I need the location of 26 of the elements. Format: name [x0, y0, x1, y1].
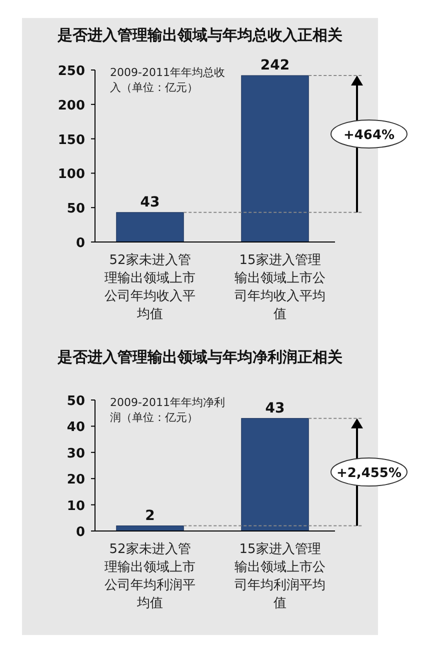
y-tick-label: 50 [66, 394, 85, 409]
x-tick-label: 52家未进入管理输出领域上市公司年均收入平均值 [104, 252, 196, 322]
y-tick-label: 150 [58, 132, 85, 148]
annotation: +2,455% [336, 466, 402, 482]
y-tick-label: 0 [76, 525, 85, 540]
y-tick-label: 40 [66, 420, 85, 436]
annotation: +464% [343, 128, 395, 143]
x-tick-label: 15家进入管理输出领域上市公司年均收入平均值 [234, 252, 326, 322]
data-label: 43 [265, 400, 285, 416]
y-tick-label: 100 [58, 167, 85, 182]
chart-title: 是否进入管理输出领域与年均净利润正相关 [56, 348, 342, 366]
data-label: 43 [140, 194, 160, 210]
y-tick-label: 250 [58, 64, 85, 79]
y-tick-label: 10 [66, 498, 85, 514]
x-tick-label: 52家未进入管理输出领域上市公司年均利润平均值 [104, 541, 196, 611]
data-label: 242 [260, 58, 290, 74]
chart-subtitle: 2009-2011年年均净利润（单位：亿元） [110, 396, 225, 424]
y-tick-label: 50 [66, 202, 85, 217]
y-tick-label: 200 [58, 98, 85, 114]
data-label: 2 [145, 508, 155, 524]
chart-subtitle: 2009-2011年年均总收入（单位：亿元） [110, 66, 225, 94]
y-tick-label: 30 [66, 446, 85, 462]
y-tick-label: 20 [66, 472, 85, 488]
x-tick-label: 15家进入管理输出领域上市公司年均利润平均值 [234, 541, 326, 611]
chart-title: 是否进入管理输出领域与年均总收入正相关 [56, 26, 342, 44]
y-tick-label: 0 [76, 236, 85, 251]
